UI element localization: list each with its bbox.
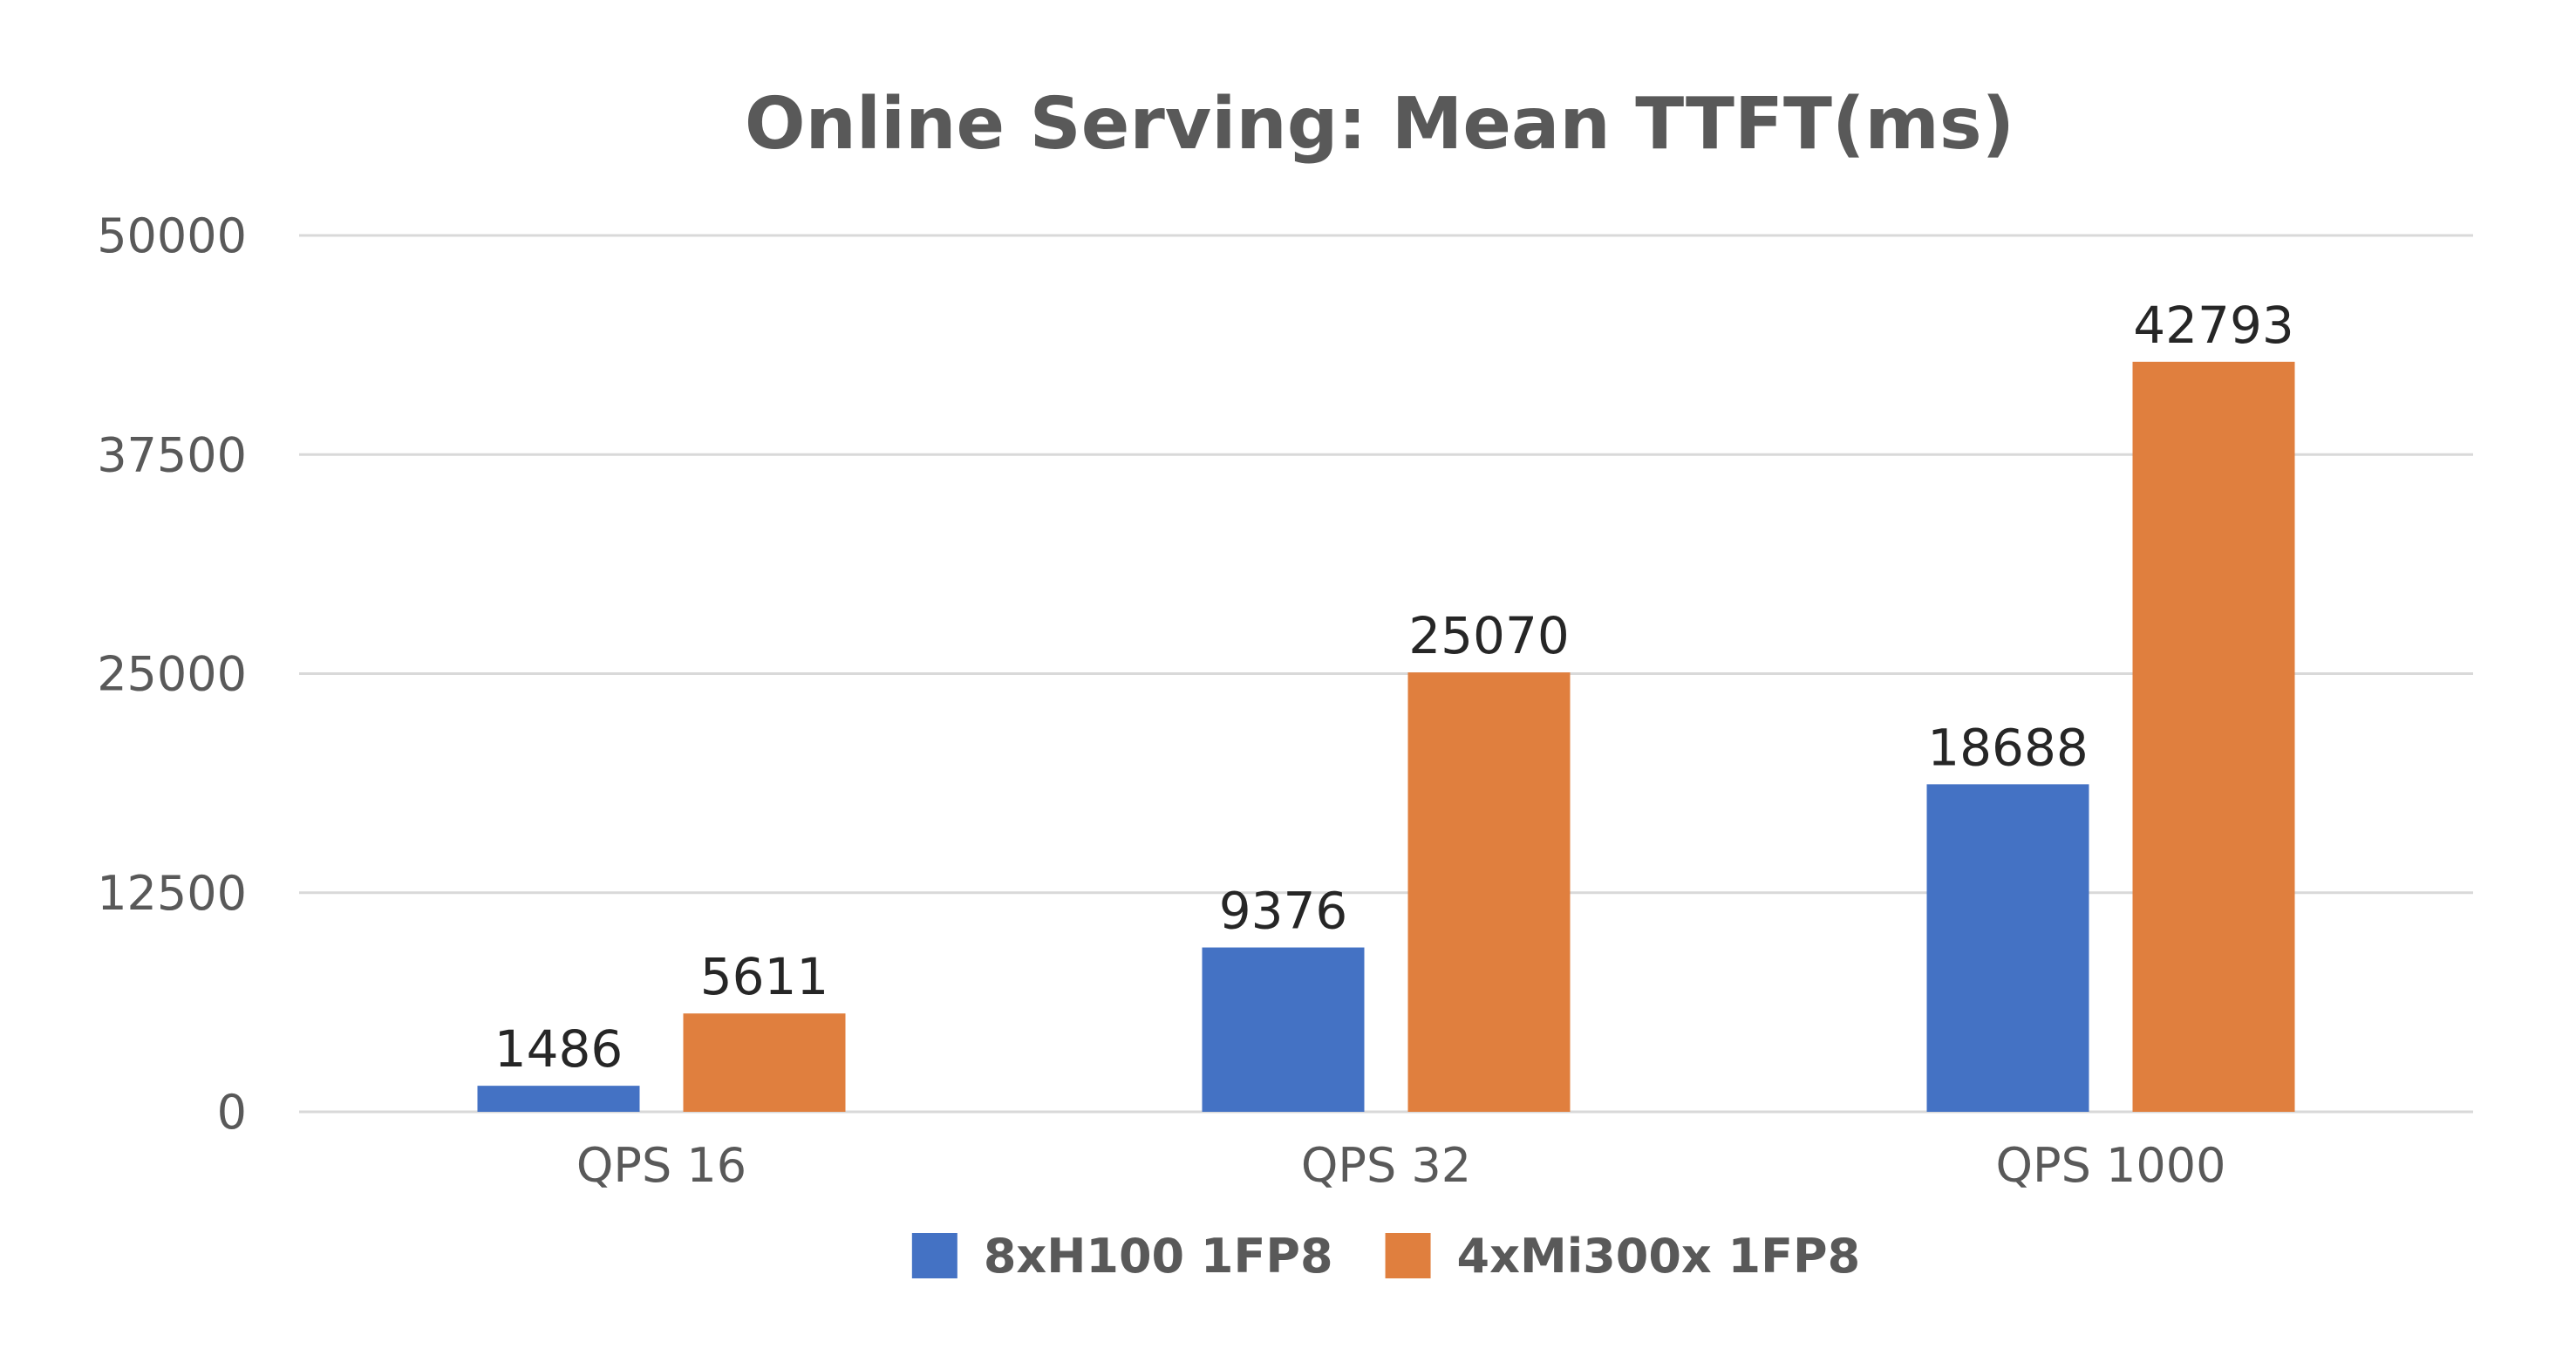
data-label: 18688 xyxy=(1927,718,2089,777)
data-label: 42793 xyxy=(2133,296,2294,355)
chart-title: Online Serving: Mean TTFT(ms) xyxy=(745,83,2014,166)
bar xyxy=(477,1086,640,1112)
data-label: 9376 xyxy=(1219,882,1348,941)
legend-item: 8xH100 1FP8 xyxy=(911,1229,1333,1284)
bar xyxy=(683,1013,846,1112)
y-tick-label: 12500 xyxy=(97,866,247,921)
y-tick-label: 37500 xyxy=(97,427,247,482)
data-label: 25070 xyxy=(1408,606,1570,665)
y-tick-label: 50000 xyxy=(97,208,247,263)
legend-swatch xyxy=(1385,1233,1431,1278)
legend: 8xH100 1FP8 4xMi300x 1FP8 xyxy=(911,1229,1861,1284)
y-tick-label: 25000 xyxy=(97,647,247,702)
data-label: 5611 xyxy=(700,947,829,1006)
legend-label: 8xH100 1FP8 xyxy=(984,1229,1333,1284)
legend-label: 4xMi300x 1FP8 xyxy=(1457,1229,1861,1284)
data-label: 1486 xyxy=(494,1019,624,1079)
bar xyxy=(1407,672,1571,1112)
x-tick-label: QPS 32 xyxy=(1301,1138,1471,1193)
bar xyxy=(2132,361,2295,1112)
data-labels: 1486 5611 9376 25070 18688 42793 xyxy=(494,296,2294,1079)
x-axis-tick-labels: QPS 16 QPS 32 QPS 1000 xyxy=(576,1138,2226,1193)
bar xyxy=(1926,784,2089,1112)
bar xyxy=(1202,947,1365,1112)
bars xyxy=(477,361,2295,1112)
legend-swatch xyxy=(911,1233,957,1278)
y-tick-label: 0 xyxy=(217,1085,247,1140)
gridlines xyxy=(299,234,2473,1114)
x-tick-label: QPS 1000 xyxy=(1996,1138,2226,1193)
x-tick-label: QPS 16 xyxy=(576,1138,746,1193)
legend-item: 4xMi300x 1FP8 xyxy=(1385,1229,1861,1284)
y-axis-tick-labels: 0 12500 25000 37500 50000 xyxy=(97,208,247,1140)
